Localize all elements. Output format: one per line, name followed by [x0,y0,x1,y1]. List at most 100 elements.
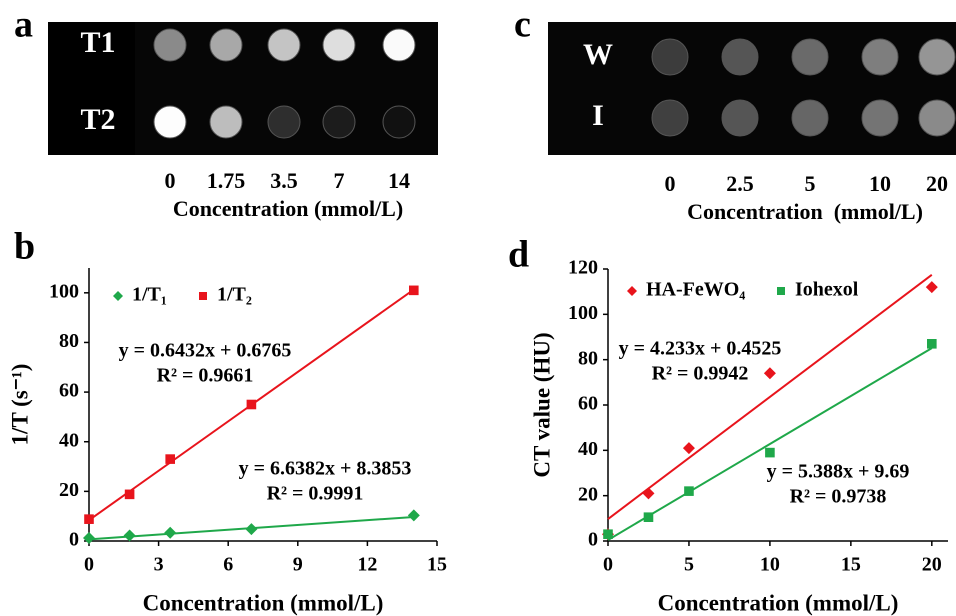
y-tick-label: 40 [578,438,598,460]
data-point [683,442,695,454]
legend-marker [627,286,637,296]
data-point [83,532,95,544]
x-tick-label: 10 [760,554,780,576]
legend-label: 1/T₁ [132,284,167,306]
panel-letter: b [14,226,35,268]
panel-letter: a [14,4,33,46]
concentration-label: 1.75 [207,168,246,193]
fit-equation: y = 4.233x + 0.4525 [619,338,782,360]
x-tick-label: 20 [922,554,942,576]
data-point [603,529,613,539]
x-axis-title: Concentration (mmol/L) [687,199,923,224]
sample-well [268,106,300,138]
sample-well [323,29,355,61]
sample-well [652,100,688,136]
x-tick-label: 5 [684,554,694,576]
concentration-label: 5 [805,171,816,196]
data-point [408,509,420,521]
legend-label: 1/T₂ [217,284,252,306]
data-point [165,454,175,464]
concentration-label: 20 [926,171,948,196]
y-axis-title: 1/T (s⁻¹) [7,364,32,446]
x-tick-label: 15 [427,554,447,576]
y-tick-label: 20 [59,479,79,501]
sample-well [268,29,300,61]
legend-label: HA-FeWO₄ [646,279,745,301]
concentration-label: 0 [165,168,176,193]
sample-well [154,29,186,61]
concentration-label: 7 [334,168,345,193]
data-point [409,286,419,296]
data-point [642,487,654,499]
data-point [765,448,775,458]
data-point [927,339,937,349]
concentration-label: 3.5 [270,168,298,193]
x-tick-label: 6 [223,554,233,576]
legend-marker [199,292,207,300]
y-tick-label: 60 [59,380,79,402]
data-point [164,527,176,539]
concentration-label: 0 [665,171,676,196]
sample-well [862,39,898,75]
sample-well [210,29,242,61]
fit-r-squared: R² = 0.9942 [652,363,749,385]
row-label: W [583,38,613,71]
sample-well [722,100,758,136]
y-tick-label: 20 [578,483,598,505]
fit-equation: y = 6.6382x + 8.3853 [239,458,412,480]
concentration-label: 14 [388,168,410,193]
legend-marker [113,291,123,301]
legend-marker [777,287,785,295]
data-point [124,530,136,542]
data-point [245,523,257,535]
sample-well [323,106,355,138]
data-point [125,490,135,500]
x-tick-label: 0 [84,554,94,576]
x-tick-label: 0 [603,554,613,576]
sample-well [383,29,415,61]
fit-equation: y = 5.388x + 9.69 [767,461,910,483]
data-point [84,514,94,524]
row-label: T1 [80,26,115,59]
x-tick-label: 15 [841,554,861,576]
fit-r-squared: R² = 0.9991 [267,483,364,505]
y-tick-label: 80 [59,330,79,352]
data-point [764,367,776,379]
sample-well [383,106,415,138]
y-tick-label: 100 [568,302,598,324]
fit-r-squared: R² = 0.9661 [157,365,254,387]
fit-equation: y = 0.6432x + 0.6765 [119,340,292,362]
sample-well [210,106,242,138]
y-tick-label: 120 [568,257,598,279]
y-tick-label: 60 [578,393,598,415]
y-tick-label: 0 [588,529,598,551]
y-tick-label: 80 [578,347,598,369]
x-axis-title: Concentration (mmol/L) [658,590,899,615]
data-point [644,512,654,522]
data-point [684,486,694,496]
concentration-label: 10 [869,171,891,196]
x-tick-label: 9 [293,554,303,576]
sample-well [862,100,898,136]
x-axis-title: Concentration (mmol/L) [173,196,403,221]
y-axis-title: CT value (HU) [529,332,554,477]
y-tick-label: 100 [49,280,79,302]
x-tick-label: 12 [357,554,377,576]
sample-well [154,106,186,138]
y-tick-label: 40 [59,429,79,451]
y-tick-label: 0 [69,529,79,551]
data-point [247,400,257,410]
data-point [926,281,938,293]
sample-well [792,100,828,136]
x-tick-label: 3 [154,554,164,576]
concentration-label: 2.5 [726,171,754,196]
sample-well [652,39,688,75]
fit-r-squared: R² = 0.9738 [790,486,887,508]
row-label: T2 [80,103,115,136]
sample-well [919,100,955,136]
row-label: I [592,99,604,132]
sample-well [792,39,828,75]
page: a T1 T2 0 1.75 3.5 7 14 Concentration (mmol/L) c W… [0,0,956,616]
panel-letter: c [514,4,531,46]
sample-well [919,39,955,75]
